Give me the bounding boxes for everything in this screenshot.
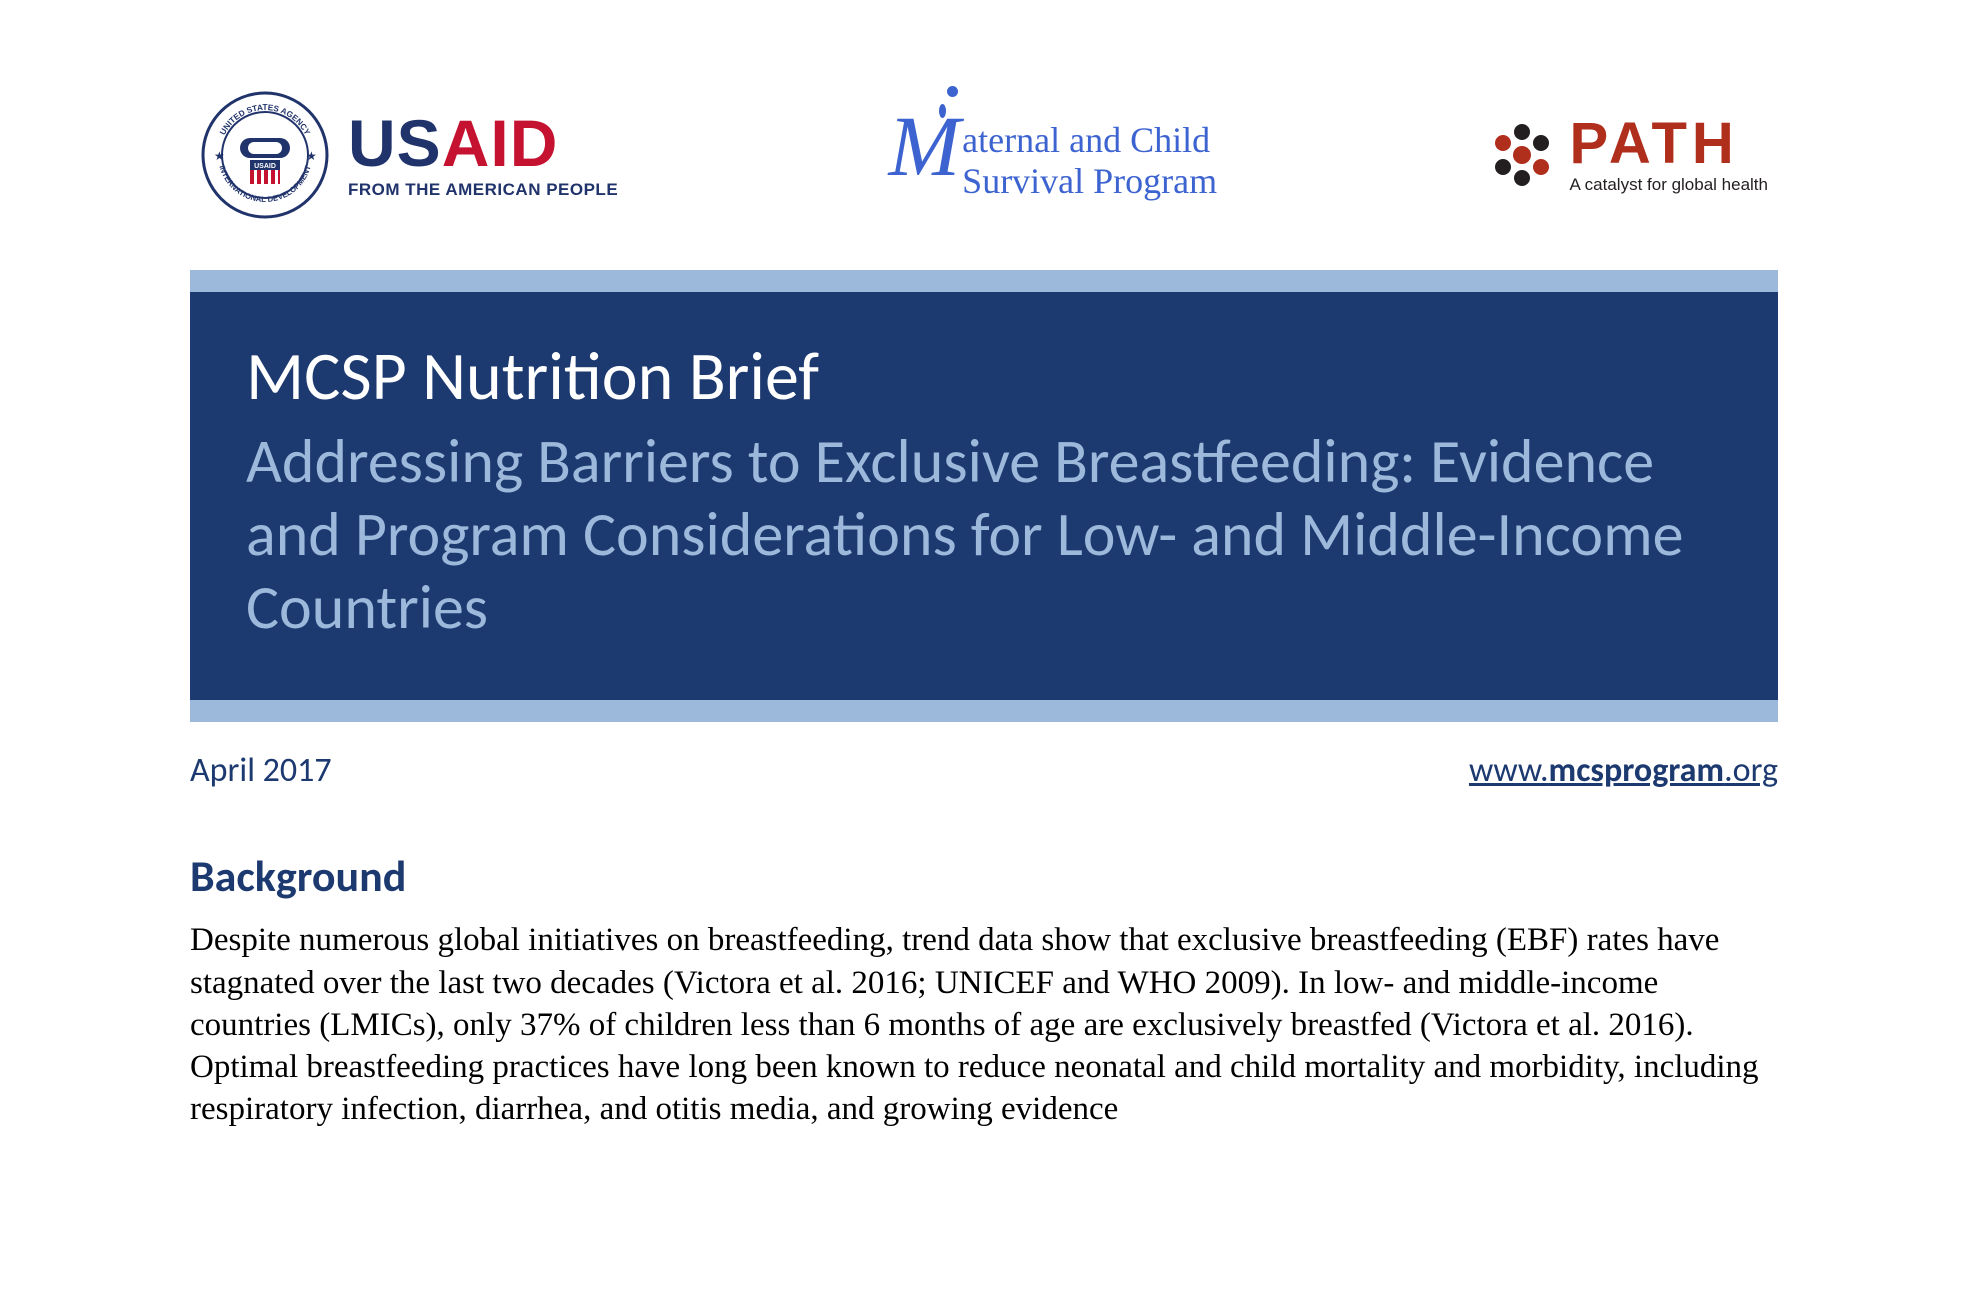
mcsp-m-icon: M <box>889 108 961 185</box>
mcsp-dot2-icon <box>939 104 946 118</box>
svg-text:★: ★ <box>214 149 225 163</box>
usaid-logo: UNITED STATES AGENCY INTERNATIONAL DEVEL… <box>200 90 618 220</box>
path-tagline: A catalyst for global health <box>1570 175 1768 195</box>
usaid-name: USAID <box>348 110 618 176</box>
mcsp-text: aternal and Child Survival Program <box>962 120 1217 203</box>
title-banner: MCSP Nutrition Brief Addressing Barriers… <box>190 292 1778 700</box>
usaid-wordmark: USAID FROM THE AMERICAN PEOPLE <box>348 110 618 200</box>
path-wordmark: PATH A catalyst for global health <box>1570 115 1768 195</box>
svg-text:★: ★ <box>306 149 317 163</box>
url-prefix: www. <box>1469 750 1549 791</box>
title-banner-outer: MCSP Nutrition Brief Addressing Barriers… <box>190 270 1778 722</box>
mcsp-line1: aternal and Child <box>962 120 1217 161</box>
usaid-us: US <box>348 106 442 180</box>
usaid-seal-icon: UNITED STATES AGENCY INTERNATIONAL DEVEL… <box>200 90 330 220</box>
svg-text:USAID: USAID <box>254 163 276 170</box>
section-heading-background: Background <box>190 849 1778 903</box>
path-mark-icon <box>1488 121 1556 189</box>
website-url: www.mcsprogram.org <box>1469 750 1778 791</box>
url-domain: mcsprogram <box>1549 750 1725 791</box>
path-logo: PATH A catalyst for global health <box>1488 115 1768 195</box>
url-suffix: .org <box>1724 750 1778 791</box>
usaid-aid: AID <box>442 106 559 180</box>
svg-text:UNITED STATES AGENCY: UNITED STATES AGENCY <box>218 103 312 137</box>
document-subtitle: Addressing Barriers to Exclusive Breastf… <box>246 425 1722 644</box>
meta-row: April 2017 www.mcsprogram.org <box>190 750 1778 791</box>
body-paragraph: Despite numerous global initiatives on b… <box>190 919 1778 1130</box>
usaid-tagline: FROM THE AMERICAN PEOPLE <box>348 180 618 200</box>
document-page: UNITED STATES AGENCY INTERNATIONAL DEVEL… <box>0 0 1968 1130</box>
path-name: PATH <box>1570 115 1768 173</box>
logos-row: UNITED STATES AGENCY INTERNATIONAL DEVEL… <box>190 90 1778 220</box>
document-title: MCSP Nutrition Brief <box>246 340 1722 415</box>
mcsp-m-letter: M <box>889 98 961 194</box>
publication-date: April 2017 <box>190 750 332 791</box>
mcsp-logo: M aternal and Child Survival Program <box>889 108 1218 203</box>
mcsp-dot-icon <box>947 86 958 97</box>
mcsp-line2: Survival Program <box>962 161 1217 202</box>
